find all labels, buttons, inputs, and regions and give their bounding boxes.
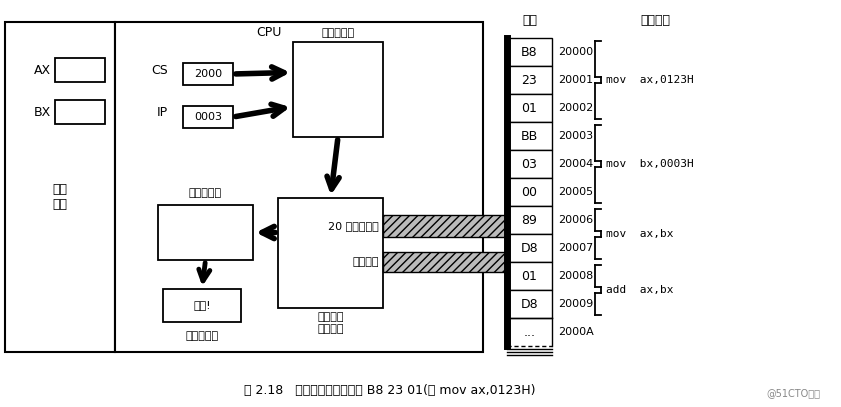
Bar	[507, 234, 552, 262]
Bar	[507, 122, 552, 150]
Text: 20003: 20003	[558, 131, 593, 141]
Bar	[183, 106, 233, 128]
Bar	[383, 215, 507, 237]
Text: 地址加法器: 地址加法器	[321, 28, 355, 38]
Text: 01: 01	[521, 269, 537, 282]
Text: @51CTO博客: @51CTO博客	[766, 388, 820, 398]
Bar	[507, 178, 552, 206]
Text: D8: D8	[521, 298, 538, 311]
Text: mov  bx,0003H: mov bx,0003H	[606, 159, 694, 169]
Text: 输入输出
控制电路: 输入输出 控制电路	[317, 312, 344, 334]
Text: 03: 03	[521, 158, 537, 171]
Text: 20007: 20007	[558, 243, 593, 253]
Text: IP: IP	[157, 107, 168, 120]
Bar	[55, 58, 105, 82]
Text: BX: BX	[34, 105, 51, 118]
Bar	[507, 150, 552, 178]
Text: 指令缓冲器: 指令缓冲器	[189, 188, 222, 198]
Bar	[183, 63, 233, 85]
Text: 2000A: 2000A	[558, 327, 594, 337]
Text: CS: CS	[151, 63, 168, 77]
Bar	[5, 22, 115, 352]
Bar	[278, 198, 383, 308]
Bar	[507, 262, 552, 290]
Text: 汇编指令: 汇编指令	[640, 13, 670, 26]
Text: 20002: 20002	[558, 103, 593, 113]
Text: 20001: 20001	[558, 75, 593, 85]
Text: 其他
部件: 其他 部件	[52, 183, 67, 211]
Text: 20000: 20000	[558, 47, 593, 57]
Text: 20 位地址总线: 20 位地址总线	[328, 221, 379, 231]
Text: 数据总线: 数据总线	[352, 257, 379, 267]
Bar	[293, 42, 383, 137]
Bar	[507, 290, 552, 318]
Text: 20004: 20004	[558, 159, 593, 169]
Text: 2000: 2000	[194, 69, 222, 79]
Bar	[115, 22, 483, 352]
Bar	[507, 94, 552, 122]
Text: 89: 89	[521, 214, 537, 227]
Text: B8: B8	[521, 46, 537, 59]
Text: 20005: 20005	[558, 187, 593, 197]
Text: 图 2.18   执行控制器执行指令 B8 23 01(即 mov ax,0123H): 图 2.18 执行控制器执行指令 B8 23 01(即 mov ax,0123H…	[244, 383, 536, 396]
Bar	[507, 66, 552, 94]
Text: 20009: 20009	[558, 299, 593, 309]
Text: 执行!: 执行!	[193, 300, 211, 311]
Text: 20008: 20008	[558, 271, 593, 281]
Text: mov  ax,0123H: mov ax,0123H	[606, 75, 694, 85]
Text: 01: 01	[521, 101, 537, 114]
Text: 23: 23	[521, 74, 537, 87]
Text: add  ax,bx: add ax,bx	[606, 285, 674, 295]
Text: D8: D8	[521, 241, 538, 254]
Bar	[507, 38, 552, 66]
Text: mov  ax,bx: mov ax,bx	[606, 229, 674, 239]
Bar	[55, 100, 105, 124]
Text: AX: AX	[34, 63, 51, 77]
Text: 00: 00	[521, 186, 537, 199]
Text: 20006: 20006	[558, 215, 593, 225]
Text: 0003: 0003	[194, 112, 222, 122]
Bar	[158, 205, 253, 260]
Text: CPU: CPU	[257, 26, 282, 39]
Text: 执行控制器: 执行控制器	[185, 331, 219, 341]
Bar	[383, 252, 507, 272]
Bar	[163, 289, 241, 322]
Bar	[507, 206, 552, 234]
Text: 内存: 内存	[522, 13, 537, 26]
Text: BB: BB	[521, 129, 538, 142]
Text: ...: ...	[523, 326, 536, 339]
